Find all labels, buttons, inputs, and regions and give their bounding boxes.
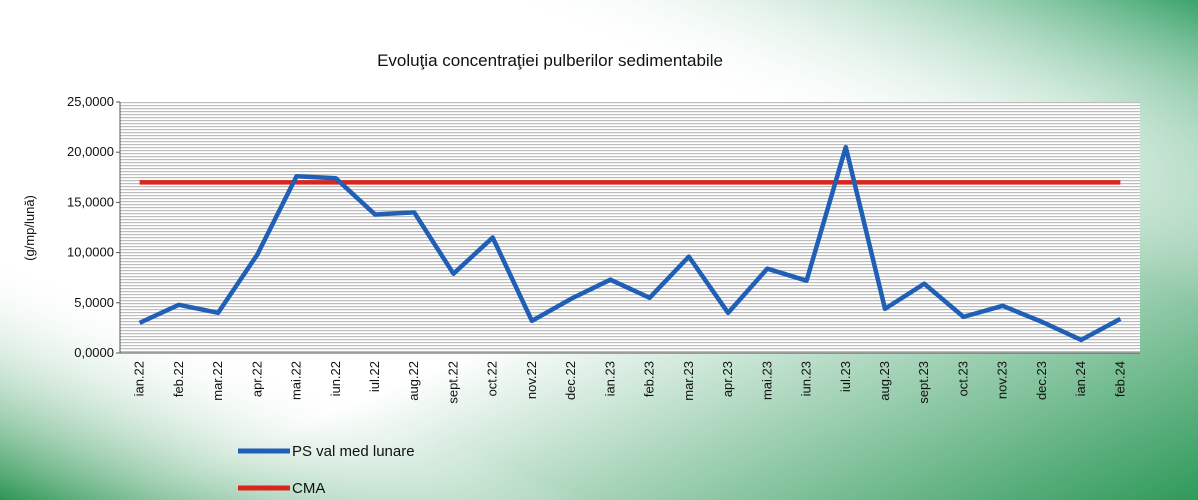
x-tick-label: mai.23 [759,361,774,400]
chart-title: Evoluţia concentraţiei pulberilor sedime… [377,51,723,70]
y-tick-label: 10,0000 [67,245,114,260]
x-tick-label: ian.24 [1073,361,1088,396]
x-tick-label: ian.23 [602,361,617,396]
x-tick-label: feb.22 [171,361,186,397]
x-tick-label: mar.22 [210,361,225,401]
x-tick-label: dec.23 [1034,361,1049,400]
x-tick-label: dec.22 [563,361,578,400]
x-tick-label: nov.23 [995,361,1010,399]
y-tick-label: 15,0000 [67,194,114,209]
y-tick-label: 0,0000 [74,345,114,360]
x-tick-label: iul.23 [838,361,853,392]
x-tick-label: sept.23 [916,361,931,404]
x-tick-label: iun.22 [328,361,343,396]
x-tick-label: apr.23 [720,361,735,397]
plot-area [120,102,1140,353]
x-tick-label: mai.22 [289,361,304,400]
x-tick-label: oct.23 [955,361,970,396]
x-tick-label: apr.22 [249,361,264,397]
x-tick-label: aug.22 [406,361,421,401]
x-tick-label: iul.22 [367,361,382,392]
legend-label: PS val med lunare [292,443,415,460]
y-tick-label: 5,0000 [74,295,114,310]
x-tick-label: mar.23 [681,361,696,401]
legend-label: CMA [292,480,325,497]
x-tick-label: nov.22 [524,361,539,399]
x-tick-label: feb.23 [642,361,657,397]
x-tick-label: sept.22 [445,361,460,404]
x-tick-label: iun.23 [799,361,814,396]
y-tick-label: 25,0000 [67,94,114,109]
x-tick-label: aug.23 [877,361,892,401]
series-line [138,144,1122,343]
y-axis-label: (g/mp/lună) [22,195,37,261]
x-tick-label: oct.22 [485,361,500,396]
y-tick-label: 20,0000 [67,144,114,159]
x-tick-label: feb.24 [1112,361,1127,397]
x-tick-label: ian.22 [132,361,147,396]
